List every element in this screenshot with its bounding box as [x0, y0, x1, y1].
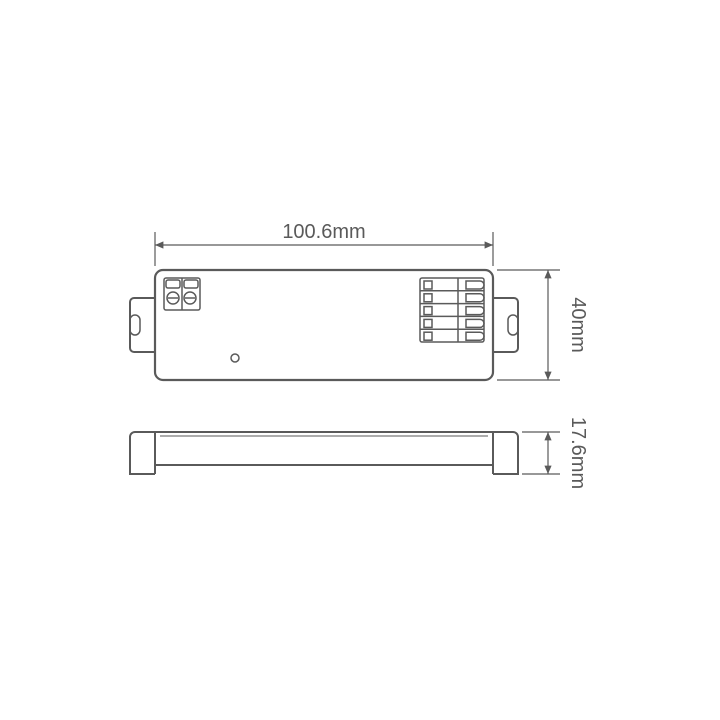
dimension-drawing: 100.6mm 40mm 17.6mm: [0, 0, 720, 720]
dim-height-label: 40mm: [567, 297, 589, 353]
left-terminal: [164, 278, 200, 310]
drawing-svg: 100.6mm 40mm 17.6mm: [0, 0, 720, 720]
right-terminal: [420, 278, 484, 342]
dim-depth-label: 17.6mm: [567, 417, 589, 489]
dim-height: [497, 270, 560, 380]
indicator-hole: [231, 354, 239, 362]
top-body: [155, 270, 493, 380]
dim-width-label: 100.6mm: [282, 221, 365, 243]
top-ear-right: [493, 298, 518, 352]
side-view: [130, 432, 518, 474]
top-ear-left: [130, 298, 155, 352]
dim-depth: [522, 432, 560, 474]
